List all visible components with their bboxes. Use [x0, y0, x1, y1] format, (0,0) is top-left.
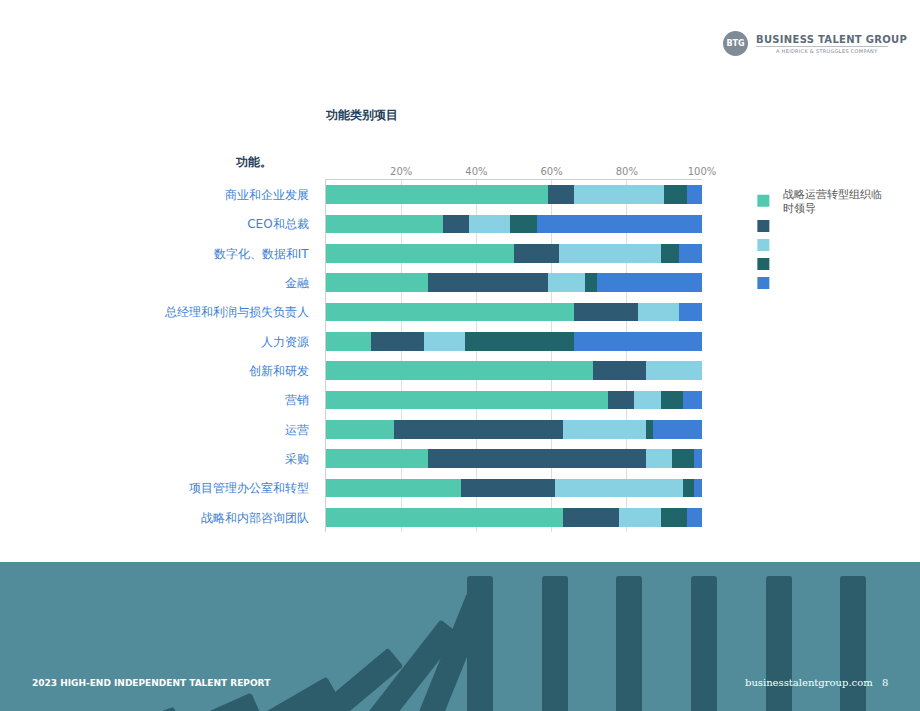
svg-text:战略和内部咨询团队: 战略和内部咨询团队	[201, 511, 309, 525]
svg-text:功能。: 功能。	[235, 155, 272, 169]
svg-text:战略运营转型组织临时领导: 战略运营转型组织临时领导	[783, 188, 882, 215]
svg-text:总经理和利润与损失负责人: 总经理和利润与损失负责人	[164, 305, 309, 319]
svg-text:商业和企业发展: 商业和企业发展	[225, 188, 309, 202]
svg-text:80%: 80%	[616, 166, 638, 177]
html-text:8: 8	[882, 677, 889, 688]
html-text:BUSINESS TALENT GROUP: BUSINESS TALENT GROUP	[756, 34, 908, 45]
svg-text:运营: 运营	[285, 423, 309, 437]
svg-text:人力资源: 人力资源	[261, 335, 309, 349]
svg-text:功能类别项目: 功能类别项目	[325, 108, 398, 122]
svg-text:营销: 营销	[285, 393, 309, 407]
html-text:2023 HIGH-END INDEPENDENT TALE: 2023 HIGH-END INDEPENDENT TALENT REPORT	[32, 678, 271, 688]
svg-text:金融: 金融	[285, 276, 309, 290]
svg-text:60%: 60%	[540, 166, 562, 177]
svg-text:20%: 20%	[390, 166, 412, 177]
svg-text:100%: 100%	[688, 166, 717, 177]
svg-text:40%: 40%	[465, 166, 487, 177]
html-text:businesstalentgroup.com: businesstalentgroup.com	[745, 677, 873, 688]
svg-text:采购: 采购	[285, 452, 309, 466]
html-text:A HEIDRICK & STRUGGLES COMPANY: A HEIDRICK & STRUGGLES COMPANY	[776, 48, 878, 54]
svg-text:CEO和总裁: CEO和总裁	[247, 217, 308, 231]
svg-text:创新和研发: 创新和研发	[249, 364, 309, 378]
svg-text:数字化、数据和IT: 数字化、数据和IT	[214, 247, 310, 261]
html-text:BTG: BTG	[726, 39, 745, 48]
svg-text:项目管理办公室和转型: 项目管理办公室和转型	[189, 481, 309, 495]
